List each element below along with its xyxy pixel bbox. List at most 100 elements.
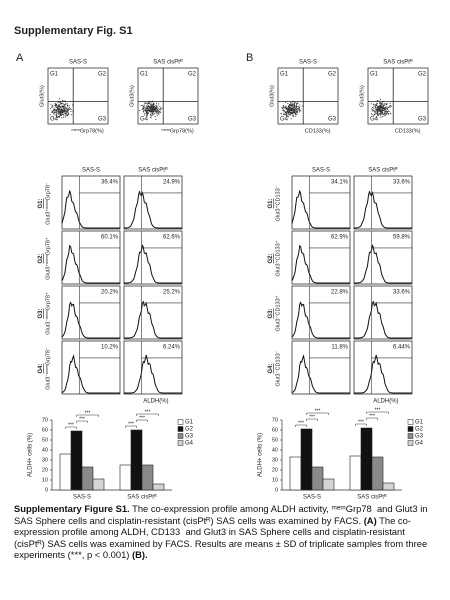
scatter-title: SAS-S	[299, 60, 317, 66]
scatter-dot	[290, 110, 292, 112]
scatter-dot	[294, 107, 296, 110]
legend-swatch	[177, 426, 184, 432]
scatter-dot	[286, 111, 288, 113]
histogram-frame	[123, 285, 183, 340]
scatter-dot	[146, 110, 148, 112]
scatter-dot	[55, 104, 58, 106]
scatter-dot	[58, 113, 60, 115]
scatter-dot	[60, 109, 62, 111]
caption: Supplementary Figure S1. The co-expressi…	[14, 503, 438, 561]
scatter-dot	[387, 112, 389, 114]
scatter-dot	[152, 106, 154, 108]
scatter-dot	[378, 104, 380, 106]
scatter-y-label: Glut3(%)	[129, 85, 135, 107]
scatter-dot	[389, 107, 391, 109]
scatter-dot	[382, 110, 384, 112]
scatter-dot	[65, 109, 67, 111]
scatter-dot	[67, 108, 69, 110]
histogram-row-label: G2:	[38, 253, 44, 263]
scatter-dot	[147, 109, 149, 111]
scatter-dot	[291, 106, 293, 108]
scatter-dot	[377, 114, 379, 116]
scatter-dot	[155, 107, 157, 109]
scatter-dot	[283, 106, 285, 109]
scatter-dot	[56, 114, 58, 116]
scatter-dot	[373, 106, 375, 108]
scatter-dot	[389, 104, 391, 107]
scatter-dot	[148, 105, 150, 107]
scatter-dot	[382, 105, 384, 108]
significance-mark: ***	[309, 414, 315, 420]
bar	[130, 429, 143, 491]
scatter-dot	[296, 112, 299, 114]
scatter-dot	[385, 112, 387, 114]
row-marker-label: Glut3⁺ᵐᵉᵐGrp78⁺	[44, 237, 51, 280]
scatter-dot	[376, 103, 378, 105]
scatter-dot	[147, 112, 150, 114]
scatter-dot	[387, 108, 389, 111]
significance-bracket	[366, 411, 389, 414]
scatter-dot	[156, 111, 158, 113]
scatter-dot	[299, 104, 301, 106]
scatter-dot	[291, 112, 293, 114]
scatter-dot	[151, 112, 153, 114]
scatter-dot	[293, 109, 295, 112]
scatter-dot	[65, 111, 67, 113]
scatter-dot	[153, 113, 155, 115]
scatter-dot	[54, 103, 56, 105]
y-tick-label: 60	[42, 427, 48, 433]
scatter-dot	[143, 110, 145, 112]
scatter-dot	[50, 103, 52, 105]
scatter-dot	[294, 105, 296, 107]
scatter-dot	[58, 111, 61, 113]
scatter-dot	[376, 117, 378, 119]
scatter-dot	[148, 109, 150, 111]
quadrant-label: G3	[188, 117, 197, 123]
scatter-dot	[380, 113, 382, 115]
bar	[360, 427, 373, 491]
bar	[289, 456, 302, 491]
scatter-dot	[62, 109, 64, 111]
quadrant-label: G1	[370, 72, 379, 78]
scatter-dot	[64, 105, 66, 107]
scatter-dot	[156, 105, 158, 107]
scatter-x-label: ᵐᵉᵐGrp78(%)	[72, 128, 104, 134]
scatter-dot	[294, 103, 296, 105]
scatter-dot	[384, 108, 386, 110]
scatter-dot	[371, 109, 374, 111]
scatter-dot	[139, 110, 141, 112]
scatter-dot	[58, 104, 60, 106]
scatter-dot	[60, 108, 62, 110]
scatter-dot	[375, 104, 377, 106]
scatter-dot	[53, 105, 55, 107]
scatter-dot	[381, 113, 383, 115]
scatter-dot	[68, 106, 71, 109]
histogram-frame	[291, 175, 351, 230]
gate-percentage: 62.6%	[163, 235, 181, 241]
scatter-dot	[71, 114, 73, 116]
scatter-dot	[151, 104, 153, 106]
gate-percentage: 36.4%	[101, 180, 119, 186]
scatter-dot	[284, 106, 287, 108]
scatter-dot	[297, 102, 299, 104]
scatter-dot	[388, 105, 390, 108]
histogram-frame	[61, 285, 121, 340]
scatter-dot	[65, 115, 67, 117]
scatter-dot	[293, 104, 295, 106]
histogram-curve	[124, 244, 182, 284]
scatter-dot	[289, 114, 291, 116]
scatter-dot	[62, 111, 64, 113]
scatter-dot	[146, 109, 148, 111]
scatter-dot	[290, 103, 292, 105]
scatter-dot	[153, 103, 155, 105]
scatter-dot	[158, 109, 160, 111]
histogram-curve	[291, 190, 350, 229]
scatter-title: SAS cisPtᴿ	[153, 59, 183, 66]
row-group: G2:	[38, 253, 44, 263]
scatter-dot	[149, 109, 151, 111]
scatter-dot	[299, 107, 301, 109]
scatter-dot	[297, 107, 299, 109]
scatter-dot	[59, 104, 61, 106]
scatter-dot	[386, 107, 388, 109]
scatter-dot	[144, 110, 146, 112]
